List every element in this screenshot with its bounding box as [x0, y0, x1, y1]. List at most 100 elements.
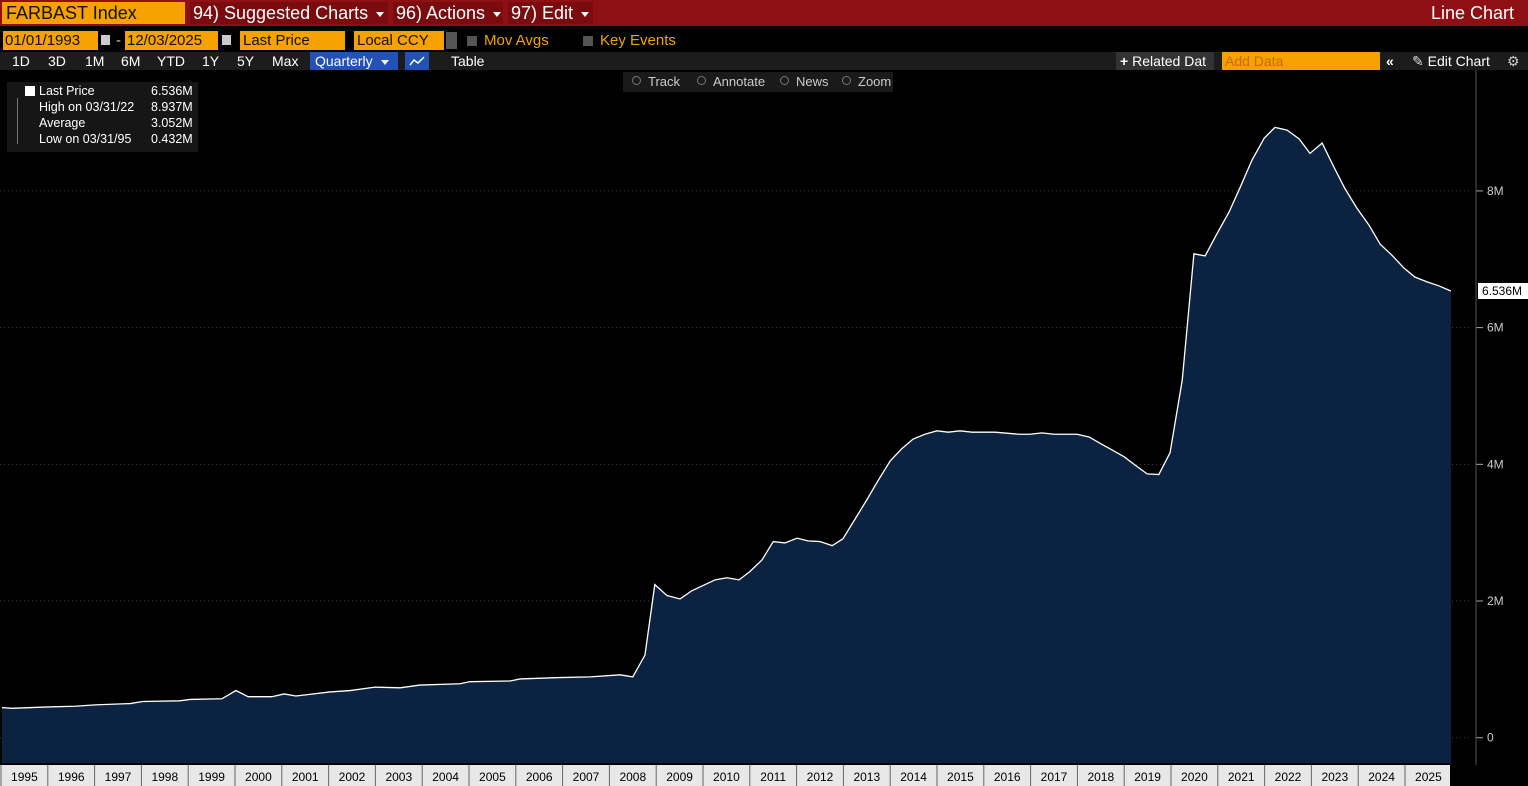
- area-fill: [1, 127, 1451, 764]
- settings-button[interactable]: ⚙: [1507, 53, 1520, 69]
- period-button[interactable]: YTD: [157, 53, 185, 69]
- x-tick-label: 1995: [11, 770, 38, 784]
- end-date[interactable]: 12/03/2025: [125, 31, 218, 50]
- period-button[interactable]: 6M: [121, 53, 141, 69]
- x-tick-label: 2001: [292, 770, 319, 784]
- x-tick-label: 2013: [853, 770, 880, 784]
- legend-swatch: [25, 86, 35, 96]
- start-date[interactable]: 01/01/1993: [3, 31, 98, 50]
- menu[interactable]: 96) Actions: [393, 2, 503, 24]
- x-tick-label: 2020: [1181, 770, 1208, 784]
- x-tick-label: 2005: [479, 770, 506, 784]
- legend-label: Low on 03/31/95: [39, 132, 132, 146]
- legend-label: Average: [39, 116, 86, 130]
- option-key-events[interactable]: Key Events: [583, 31, 676, 50]
- option-label: Mov Avgs: [484, 32, 549, 49]
- x-tick-label: 2017: [1041, 770, 1068, 784]
- x-tick-label: 2016: [994, 770, 1021, 784]
- x-tick-label: 2025: [1415, 770, 1442, 784]
- legend-value: 6.536M: [151, 84, 193, 98]
- legend: [7, 82, 198, 152]
- y-tick-label: 2M: [1487, 594, 1504, 608]
- ticker-field[interactable]: FARBAST Index: [2, 2, 185, 24]
- calendar-icon[interactable]: [222, 35, 231, 45]
- chart: 0 2M 4M 6M 8M 6.536M 1995 1996 1997 1998 1999 2000 2…: [0, 70, 1528, 786]
- x-tick-label: 2022: [1275, 770, 1302, 784]
- tool-button[interactable]: Annotate: [713, 74, 766, 89]
- x-tick-label: 2008: [619, 770, 646, 784]
- period-button[interactable]: 1M: [85, 53, 105, 69]
- menu-arrow: [376, 11, 385, 17]
- x-tick-label: 2024: [1368, 770, 1395, 784]
- y-tick-label: 4M: [1487, 457, 1504, 471]
- y-tick-label: 0: [1487, 731, 1494, 745]
- x-tick-label: 1997: [105, 770, 132, 784]
- dash: -: [116, 32, 121, 49]
- related-label: Related Dat: [1132, 53, 1207, 69]
- price-line: [1, 126, 1452, 709]
- table-button[interactable]: Table: [451, 53, 485, 69]
- x-tick-label: 2000: [245, 770, 272, 784]
- x-tick-label: 2009: [666, 770, 693, 784]
- menu[interactable]: 94) Suggested Charts: [190, 2, 388, 24]
- view-label: Line Chart: [1430, 3, 1514, 23]
- menu-label: 96) Actions: [396, 3, 486, 23]
- chart-tools: [623, 72, 893, 92]
- legend-label: High on 03/31/22: [39, 100, 135, 114]
- tool-button[interactable]: Track: [648, 74, 681, 89]
- menu[interactable]: 97) Edit: [508, 2, 593, 24]
- legend-tree: [17, 98, 18, 144]
- menu-label: 97) Edit: [511, 3, 574, 23]
- collapse-button[interactable]: «: [1386, 53, 1394, 69]
- x-tick-label: 2015: [947, 770, 974, 784]
- x-tick-label: 2021: [1228, 770, 1255, 784]
- x-tick-label: 2012: [807, 770, 834, 784]
- x-tick-label: 1998: [151, 770, 178, 784]
- legend-value: 3.052M: [151, 116, 193, 130]
- x-axis-strip: [0, 765, 1450, 786]
- period-button[interactable]: 5Y: [237, 53, 255, 69]
- legend-value: 8.937M: [151, 100, 193, 114]
- tool-button[interactable]: News: [796, 74, 829, 89]
- frequency-select[interactable]: Quarterly: [310, 52, 398, 70]
- frequency-label: Quarterly: [315, 53, 373, 69]
- chart-icon: [409, 56, 425, 66]
- x-tick-label: 2018: [1087, 770, 1114, 784]
- tool-icon: [632, 76, 641, 85]
- x-tick-label: 1996: [58, 770, 85, 784]
- legend-label: Last Price: [39, 84, 95, 98]
- x-tick-label: 2023: [1321, 770, 1348, 784]
- add-data-input[interactable]: Add Data: [1222, 52, 1380, 70]
- x-tick-label: 2003: [385, 770, 412, 784]
- menu-arrow: [581, 11, 590, 17]
- currency-select[interactable]: Local CCY: [354, 31, 444, 50]
- menu-arrow: [493, 11, 502, 17]
- calendar-icon[interactable]: [101, 35, 110, 45]
- dropdown-button[interactable]: [446, 32, 457, 49]
- menu-label: 94) Suggested Charts: [193, 3, 369, 23]
- chart-type-button[interactable]: [405, 52, 429, 70]
- tool-icon: [780, 76, 789, 85]
- edit-chart-button[interactable]: ✎ Edit Chart: [1412, 53, 1490, 69]
- tool-button[interactable]: Zoom: [858, 74, 892, 89]
- x-tick-label: 1999: [198, 770, 225, 784]
- legend-value: 0.432M: [151, 132, 193, 146]
- option-mov-avgs[interactable]: Mov Avgs: [467, 31, 549, 50]
- period-button[interactable]: 3D: [48, 53, 66, 69]
- x-tick-label: 2014: [900, 770, 927, 784]
- x-tick-label: 2007: [573, 770, 600, 784]
- x-tick-label: 2011: [760, 770, 786, 784]
- tool-icon: [842, 76, 851, 85]
- field-select[interactable]: Last Price: [240, 31, 345, 50]
- related-data-button[interactable]: + Related Dat: [1116, 52, 1214, 70]
- option-label: Key Events: [600, 32, 676, 49]
- x-tick-label: 2006: [526, 770, 553, 784]
- period-button[interactable]: Max: [272, 53, 299, 69]
- x-tick-label: 2010: [713, 770, 740, 784]
- period-button[interactable]: 1D: [12, 53, 30, 69]
- x-tick-label: 2002: [339, 770, 366, 784]
- tool-icon: [697, 76, 706, 85]
- last-price-label: 6.536M: [1482, 284, 1522, 298]
- period-button[interactable]: 1Y: [202, 53, 220, 69]
